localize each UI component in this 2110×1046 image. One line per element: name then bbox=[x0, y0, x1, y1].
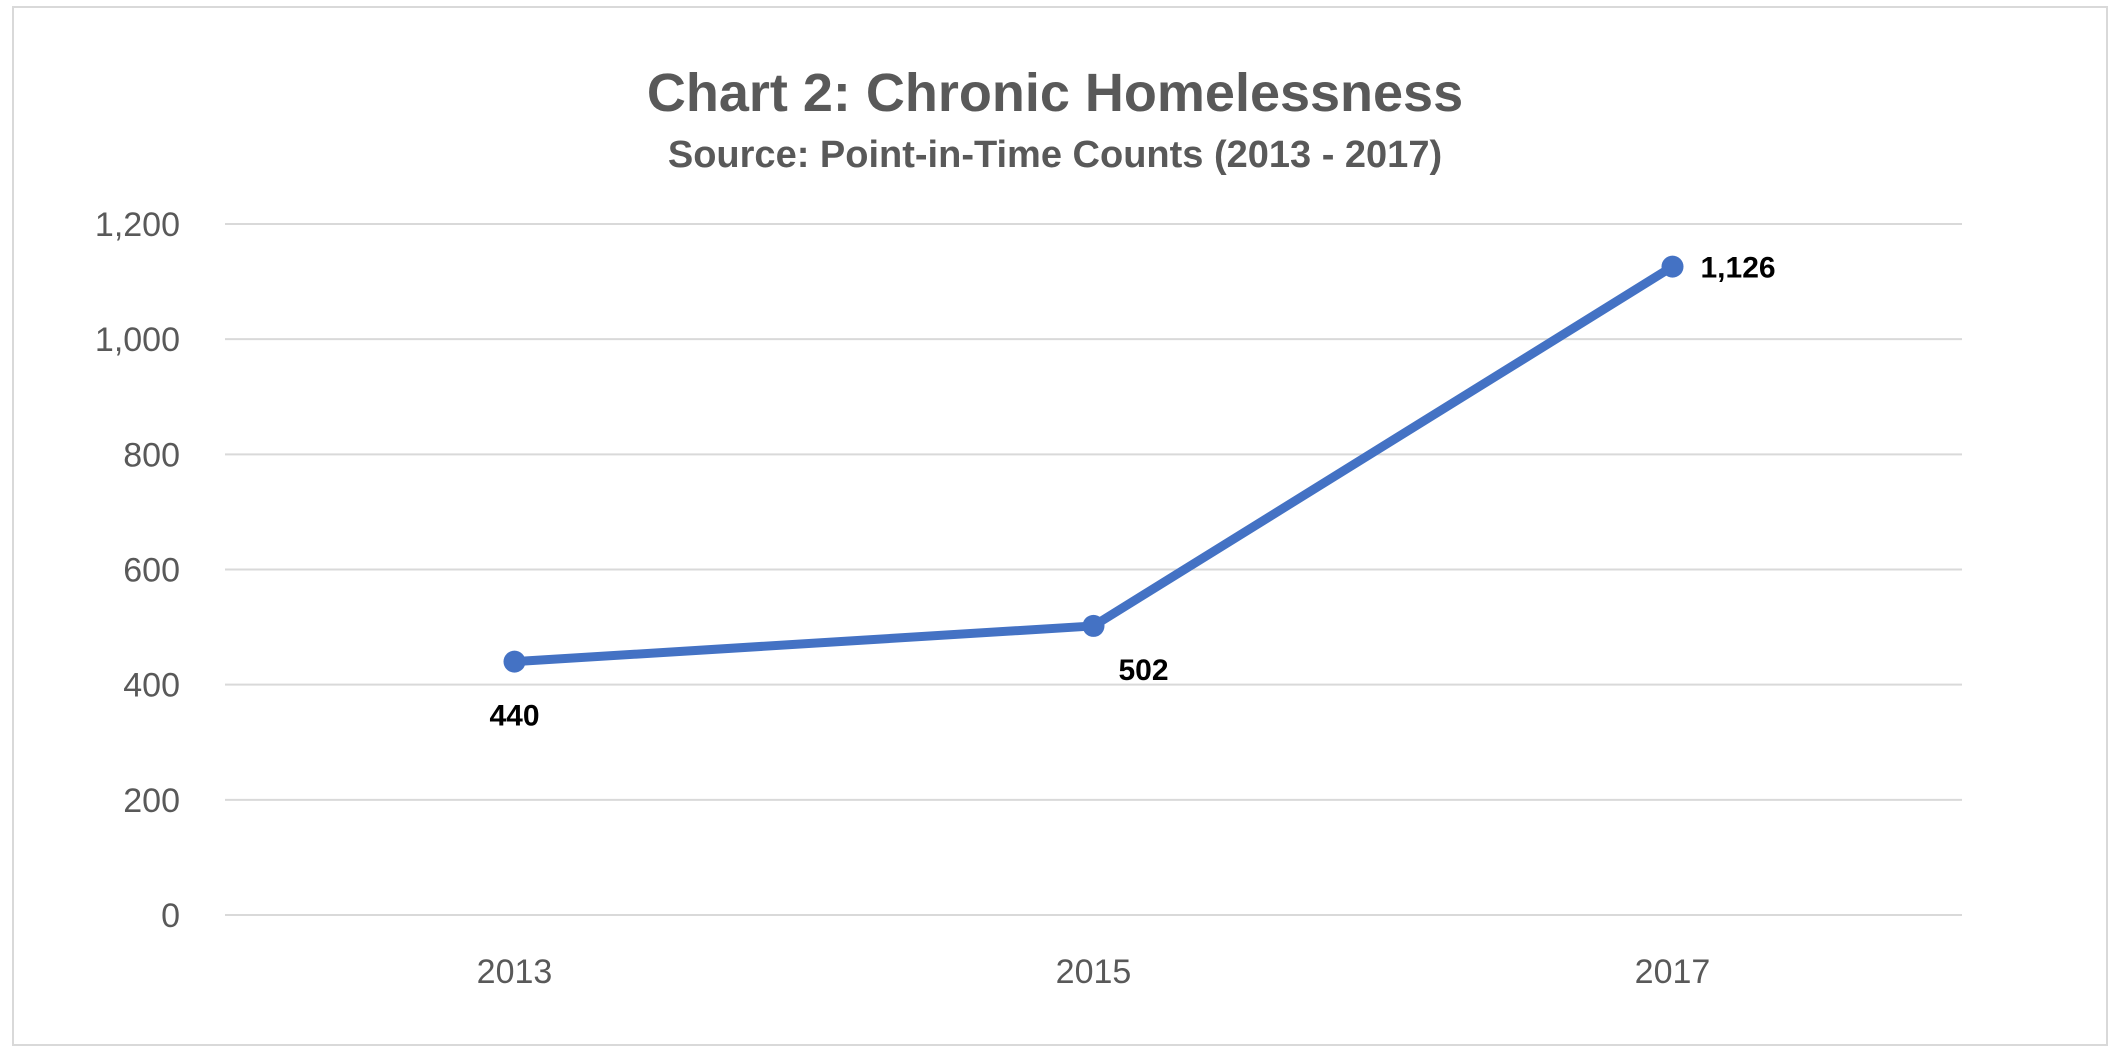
series-line bbox=[510, 262, 1677, 667]
data-label: 440 bbox=[489, 700, 539, 733]
y-tick-label: 800 bbox=[123, 436, 180, 474]
y-tick-label: 1,000 bbox=[95, 321, 180, 359]
y-tick-label: 200 bbox=[123, 782, 180, 820]
chart-frame bbox=[12, 6, 2108, 1046]
x-tick-label: 2015 bbox=[1056, 953, 1132, 991]
x-tick-label: 2013 bbox=[477, 953, 553, 991]
data-point bbox=[1661, 255, 1684, 278]
data-label: 1,126 bbox=[1701, 252, 1776, 285]
data-point bbox=[1082, 614, 1105, 637]
gridlines bbox=[225, 223, 1962, 916]
chart-subtitle: Source: Point-in-Time Counts (2013 - 201… bbox=[667, 134, 1443, 176]
y-tick-label: 1,200 bbox=[95, 206, 180, 244]
x-tick-label: 2017 bbox=[1635, 953, 1711, 991]
data-labels: 440 502 1,126 bbox=[489, 252, 1775, 733]
series bbox=[503, 255, 1684, 673]
y-tick-label: 0 bbox=[161, 897, 180, 935]
chart-title: Chart 2: Chronic Homelessness bbox=[646, 63, 1464, 123]
data-point bbox=[503, 650, 526, 673]
x-axis: 2013 2015 2017 bbox=[477, 953, 1711, 991]
y-tick-label: 600 bbox=[123, 552, 180, 590]
y-tick-label: 400 bbox=[123, 667, 180, 705]
y-axis: 0 200 400 600 800 1,000 1,200 bbox=[95, 206, 180, 935]
data-label: 502 bbox=[1118, 654, 1168, 687]
